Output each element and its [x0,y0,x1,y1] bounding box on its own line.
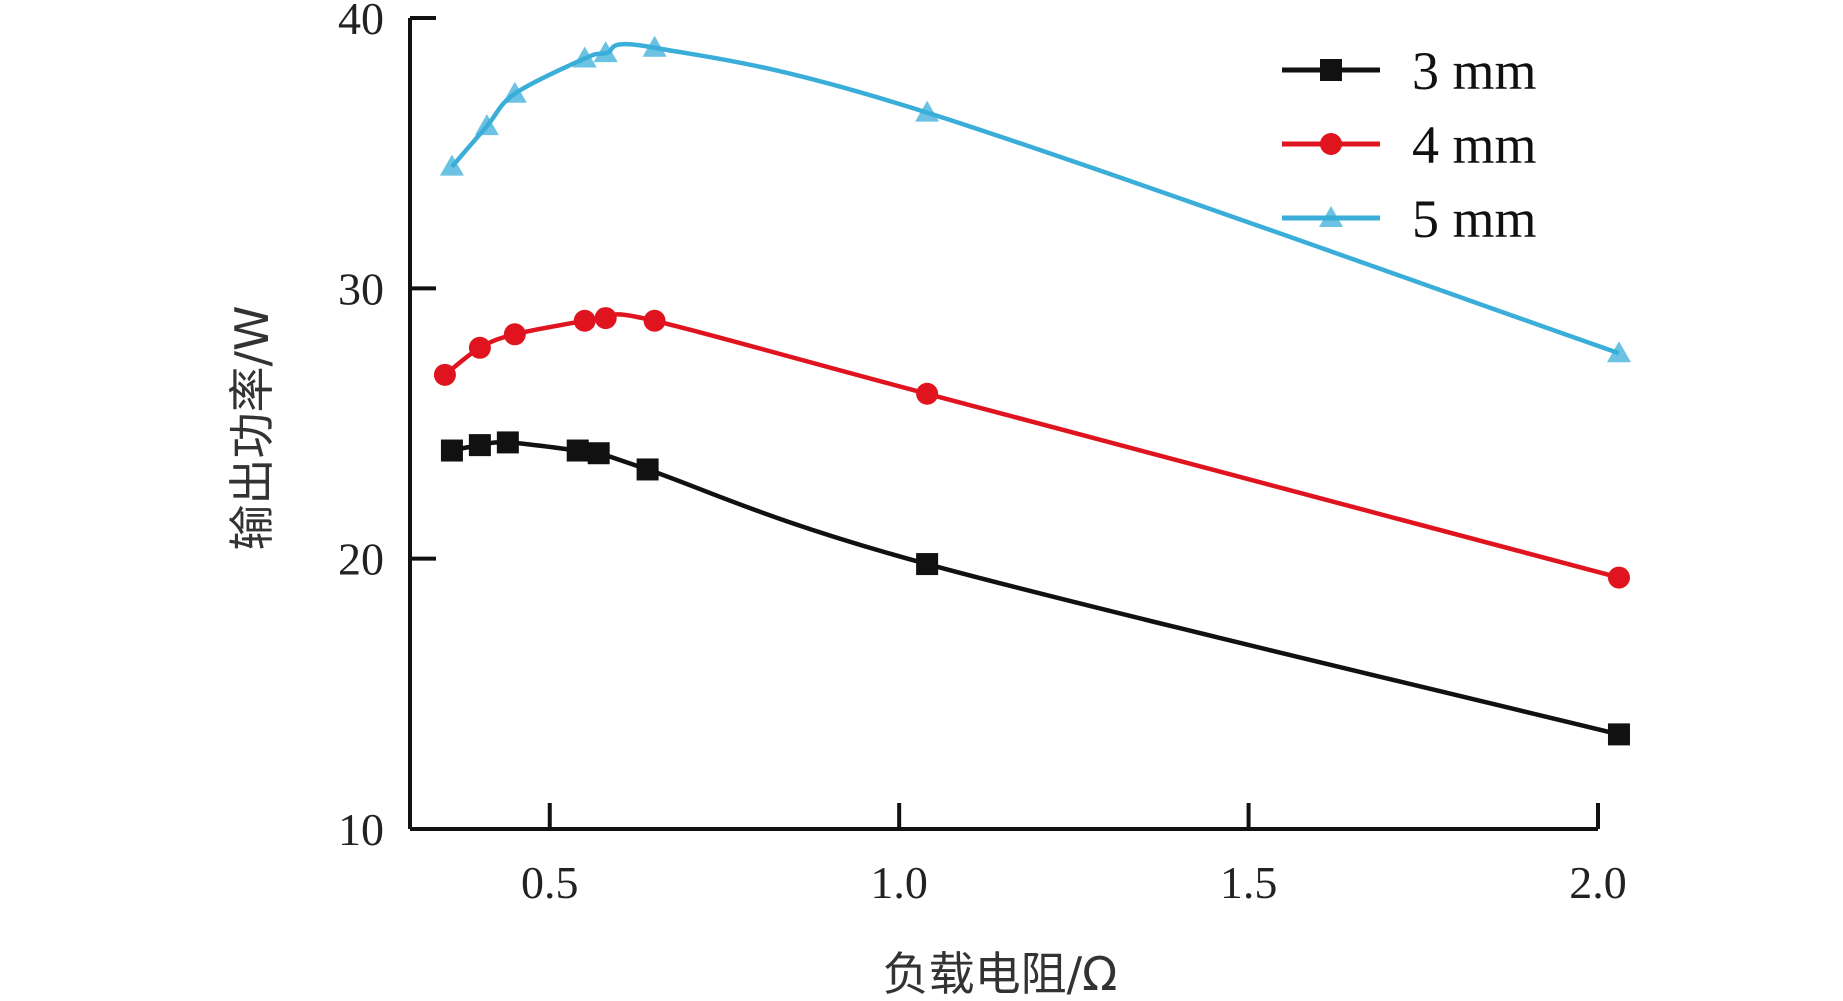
legend-label: 4 mm [1412,115,1537,175]
data-point [433,363,456,386]
data-point [916,553,939,576]
legend-entry: 5 mm [1282,189,1537,249]
y-tick-label: 10 [338,804,384,855]
legend-entry: 4 mm [1282,115,1537,175]
data-point [1607,723,1630,746]
legend-marker [1319,206,1343,227]
data-point [593,41,618,63]
x-axis-title: 负载电阻/Ω [883,947,1118,1001]
legend-label: 3 mm [1412,41,1537,101]
x-tick-label: 0.5 [521,857,579,908]
series-4-mm [433,307,1630,589]
y-tick-label: 40 [338,0,384,44]
legend-marker [1320,133,1342,155]
data-point [566,439,589,462]
data-point [573,309,596,332]
data-point [502,81,527,103]
data-point [503,323,526,346]
series-line [451,439,1620,737]
data-point [636,458,659,481]
data-point [587,442,610,465]
series-line [443,312,1620,580]
data-point [642,35,667,57]
legend-entry: 3 mm [1282,41,1537,101]
chart-series [433,35,1631,746]
data-point [468,336,491,359]
data-point [474,114,499,136]
x-tick-label: 1.5 [1220,857,1278,908]
data-point [916,382,939,405]
data-point [594,307,617,330]
x-tick-label: 2.0 [1569,857,1627,908]
data-point [572,46,597,68]
data-point [915,100,940,122]
data-point [1606,341,1631,363]
x-tick-label: 1.0 [870,857,928,908]
data-point [496,431,519,454]
legend-marker [1320,59,1342,81]
series-3-mm [440,431,1630,746]
chart-axes: 0.5 1.0 1.5 2.0 10 20 30 40 [338,0,1627,908]
chart-legend: 3 mm 4 mm 5 mm [1282,41,1537,249]
y-axis-title: 输出功率/W [225,306,279,551]
data-point [440,439,463,462]
data-point [439,154,464,176]
data-point [643,309,666,332]
series-5-mm [439,35,1631,363]
data-point [1607,566,1630,589]
y-tick-label: 30 [338,263,384,314]
data-point [468,434,491,457]
legend-label: 5 mm [1412,189,1537,249]
y-tick-label: 20 [338,534,384,585]
